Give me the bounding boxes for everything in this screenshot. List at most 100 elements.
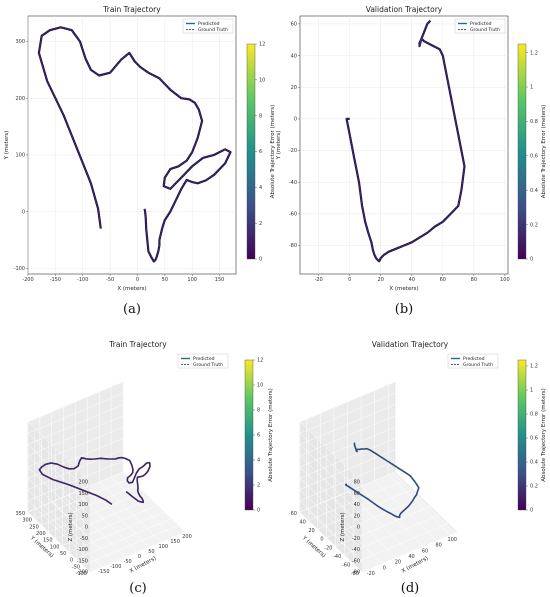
grid-line-z <box>27 433 91 494</box>
y-tick-label: -80 <box>351 571 359 577</box>
grid-line-z <box>27 466 91 528</box>
colorbar-tick-label: 2 <box>259 221 262 227</box>
y-tick-label: 60 <box>291 511 297 517</box>
grid-line-z <box>299 478 363 539</box>
colorbar-label: Absolute Trajectory Error (meters) <box>541 105 547 199</box>
grid-line-x <box>374 480 437 541</box>
y-tick-label: 60 <box>291 22 297 28</box>
z-axis-label: Z (meters) <box>340 512 346 541</box>
z-tick-label: 40 <box>354 502 360 508</box>
y-tick-label: 40 <box>291 53 297 59</box>
y-tick-label: 350 <box>15 511 25 517</box>
colorbar-tick-label: 6 <box>257 433 260 439</box>
x-tick-label: -20 <box>315 277 323 283</box>
colorbar-tick-label: 8 <box>259 113 262 119</box>
grid-line-z <box>299 444 363 505</box>
series-line-ground-truth <box>345 442 420 518</box>
y-tick-label: 0 <box>294 117 297 123</box>
x-tick-label: 100 <box>447 537 457 543</box>
x-tick-label: 100 <box>187 277 197 283</box>
x-tick-label: 100 <box>500 277 510 283</box>
y-tick-label: 150 <box>43 538 53 544</box>
panel-caption: (d) <box>401 581 419 596</box>
z-tick-label: -150 <box>77 558 88 564</box>
colorbar-tick-label: 12 <box>257 358 263 364</box>
legend <box>454 18 506 34</box>
z-tick-label: 60 <box>354 491 360 497</box>
grid-line-z <box>27 404 124 445</box>
colorbar-tick-label: 0.4 <box>530 460 538 466</box>
colorbar-tick-label: 0.4 <box>530 188 538 194</box>
grid-line-z <box>27 489 91 550</box>
x-tick-label: 0 <box>136 277 139 283</box>
y-tick-label: 100 <box>50 544 60 550</box>
x-axis-label: X (meters) <box>401 556 430 575</box>
grid-line-x <box>347 491 410 553</box>
series-line-ground-truth <box>346 20 465 262</box>
colorbar <box>246 43 256 260</box>
chart-title: Validation Trajectory <box>366 5 443 14</box>
x-tick-label: 0 <box>348 277 351 283</box>
colorbar-tick-label: 6 <box>259 149 262 155</box>
y-tick-label: 200 <box>36 531 46 537</box>
y-tick-label: -50 <box>72 564 80 570</box>
x-tick-label: -150 <box>98 569 109 575</box>
x-tick-label: -200 <box>22 277 33 283</box>
panel-b: -20 0 20 40 60 80 100 -80 -60 -40 -20 0 20 40 60 Valida… <box>276 5 547 317</box>
x-tick-label: -150 <box>50 277 61 283</box>
grid-line-x <box>51 501 114 563</box>
legend-label: Predicted <box>198 21 220 27</box>
legend <box>182 18 234 34</box>
colorbar-label: Absolute Trajectory Error (meters) <box>268 388 274 482</box>
colorbar-tick-label: 1 <box>530 85 533 91</box>
z-tick-label: 150 <box>78 491 88 497</box>
x-tick-label: 20 <box>395 560 401 566</box>
grid-line-z <box>299 511 363 573</box>
x-tick-label: 40 <box>409 277 415 283</box>
x-axis-label: X (meters) <box>117 286 146 292</box>
colorbar <box>517 359 527 511</box>
grid-line-z <box>27 415 124 456</box>
y-tick-label: 250 <box>29 524 39 530</box>
y-tick-label: 100 <box>15 153 25 159</box>
grid-line-z <box>299 415 396 456</box>
y-tick-label: -100 <box>14 266 25 272</box>
legend-label: Predicted <box>470 21 492 27</box>
x-tick-label: 0 <box>138 554 141 560</box>
panel-caption: (c) <box>129 581 146 596</box>
grid-line-y <box>89 531 186 573</box>
grid-line-x <box>306 508 369 570</box>
grid-line-x <box>360 486 424 547</box>
y-tick-label: 20 <box>291 85 297 91</box>
y-tick-label: 0 <box>22 209 25 215</box>
colorbar-tick-label: 12 <box>259 42 265 48</box>
z-tick-label: 0 <box>85 525 88 531</box>
y-tick-label: -40 <box>333 554 341 560</box>
legend <box>447 353 499 369</box>
z-tick-label: 100 <box>78 502 88 508</box>
z-axis-label: Z (meters) <box>68 512 74 541</box>
grid-line-z <box>27 421 91 483</box>
panel-c: -150-100-50050100150200-100-500501001502… <box>15 340 274 596</box>
y-tick-label: -20 <box>289 148 297 154</box>
grid-line-z <box>299 489 363 550</box>
colorbar-tick-label: 8 <box>257 408 260 414</box>
y-tick-label: -60 <box>289 212 297 218</box>
grid-line-y <box>353 523 449 564</box>
colorbar-label: Absolute Trajectory Error (meters) <box>270 105 276 199</box>
y-tick-label: 0 <box>320 537 323 543</box>
colorbar <box>517 43 527 260</box>
grid-line-y <box>317 488 413 530</box>
legend-label: Ground Truth <box>470 27 500 33</box>
colorbar-tick-label: 10 <box>259 78 265 84</box>
legend-label: Predicted <box>193 356 215 362</box>
x-tick-label: -50 <box>124 559 132 565</box>
x-tick-label: 50 <box>148 549 154 555</box>
grid-line-z <box>27 511 91 573</box>
grid-line-z <box>299 500 363 561</box>
panel-caption: (a) <box>123 302 141 317</box>
grid-line-y <box>335 506 431 547</box>
grid-line-z <box>299 404 396 445</box>
z-tick-label: 80 <box>354 480 360 486</box>
colorbar-tick-label: 1.2 <box>530 364 538 370</box>
